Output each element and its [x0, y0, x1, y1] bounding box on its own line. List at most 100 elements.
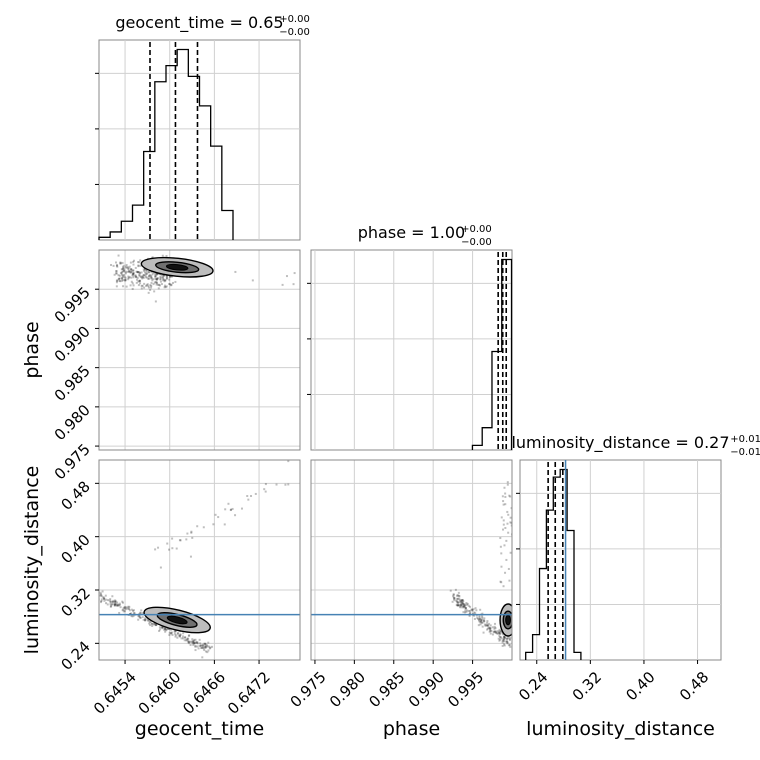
contour-inner	[505, 614, 511, 626]
sample-point	[140, 284, 143, 287]
sample-point	[207, 641, 210, 644]
sample-point	[193, 638, 196, 641]
sample-point	[140, 271, 143, 274]
sample-point	[115, 281, 118, 284]
sample-point	[114, 599, 117, 602]
sample-point	[170, 275, 173, 278]
title-main: luminosity_distance = 0.27	[511, 433, 729, 453]
sample-point	[192, 643, 195, 646]
sample-point	[457, 604, 460, 607]
sample-point	[503, 544, 506, 547]
sample-point	[132, 269, 135, 272]
sample-point	[121, 266, 124, 269]
sample-point	[199, 644, 202, 647]
sample-point	[502, 635, 505, 638]
sample-point	[128, 276, 131, 279]
sample-point	[506, 510, 509, 513]
sample-point	[160, 627, 163, 630]
x-tick-label: 0.24	[515, 668, 551, 704]
sample-point	[154, 548, 157, 551]
sample-point	[130, 612, 133, 615]
sample-point	[118, 611, 121, 614]
sample-point	[455, 603, 458, 606]
sample-point	[198, 644, 201, 647]
sample-point	[144, 617, 147, 620]
sample-point	[115, 272, 118, 275]
sample-point	[204, 645, 207, 648]
x-tick-label: 0.990	[405, 668, 448, 711]
sample-point	[148, 271, 151, 274]
sample-point	[120, 278, 123, 281]
sample-point	[504, 503, 507, 506]
panel-frame	[310, 249, 513, 451]
sample-point	[129, 271, 132, 274]
sample-point	[119, 261, 122, 264]
sample-point	[110, 263, 113, 266]
sample-point	[125, 608, 128, 611]
sample-point	[141, 277, 144, 280]
sample-point	[510, 522, 512, 525]
sample-point	[162, 274, 165, 277]
sample-point	[155, 273, 158, 276]
sample-point	[240, 507, 243, 510]
sample-point	[109, 601, 112, 604]
sample-point	[127, 278, 130, 281]
sample-point	[127, 276, 130, 279]
sample-point	[205, 645, 208, 648]
sample-point	[506, 637, 509, 640]
sample-point	[136, 270, 139, 273]
sample-point	[202, 526, 205, 529]
sample-point	[467, 604, 470, 607]
sample-point	[485, 623, 488, 626]
sample-point	[150, 270, 153, 273]
sample-point	[115, 272, 118, 275]
sample-point	[455, 600, 458, 603]
sample-point	[461, 599, 464, 602]
sample-point	[172, 281, 175, 284]
sample-point	[206, 651, 209, 654]
sample-point	[500, 552, 503, 555]
sample-point	[169, 283, 172, 286]
sample-point	[208, 647, 211, 650]
sample-point	[121, 274, 124, 277]
sample-point	[194, 644, 197, 647]
sample-point	[159, 280, 162, 283]
sample-point	[110, 605, 113, 608]
sample-point	[264, 483, 267, 486]
sample-point	[117, 278, 120, 281]
sample-point	[100, 595, 103, 598]
y-tick-label: 0.995	[51, 283, 94, 326]
sample-point	[465, 601, 468, 604]
sample-point	[128, 605, 131, 608]
sample-point	[151, 622, 154, 625]
sample-point	[499, 632, 502, 635]
sample-point	[229, 509, 232, 512]
scatter-geocent_time-phase	[99, 250, 300, 450]
sample-point	[203, 649, 206, 652]
y-tick-label: 0.24	[57, 637, 93, 673]
sample-point	[143, 274, 146, 277]
sample-point	[503, 643, 506, 646]
sample-point	[462, 605, 465, 608]
x-axis-label-geocent_time: geocent_time	[135, 718, 264, 740]
sample-point	[484, 624, 487, 627]
panel-border	[98, 459, 301, 661]
sample-point	[150, 285, 153, 288]
sample-point	[502, 519, 505, 522]
sample-point	[125, 285, 128, 288]
sample-point	[132, 272, 135, 275]
sample-point	[102, 596, 105, 599]
sample-point	[459, 603, 462, 606]
sample-point	[135, 275, 138, 278]
sample-point	[168, 634, 171, 637]
sample-point	[489, 632, 492, 635]
sample-point	[480, 619, 483, 622]
sample-point	[200, 646, 203, 649]
title-sub: −0.01	[730, 447, 760, 458]
sample-point	[198, 638, 201, 641]
sample-point	[112, 264, 115, 267]
sample-point	[212, 523, 215, 526]
sample-point	[146, 276, 149, 279]
sample-point	[184, 636, 187, 639]
sample-point	[456, 597, 459, 600]
